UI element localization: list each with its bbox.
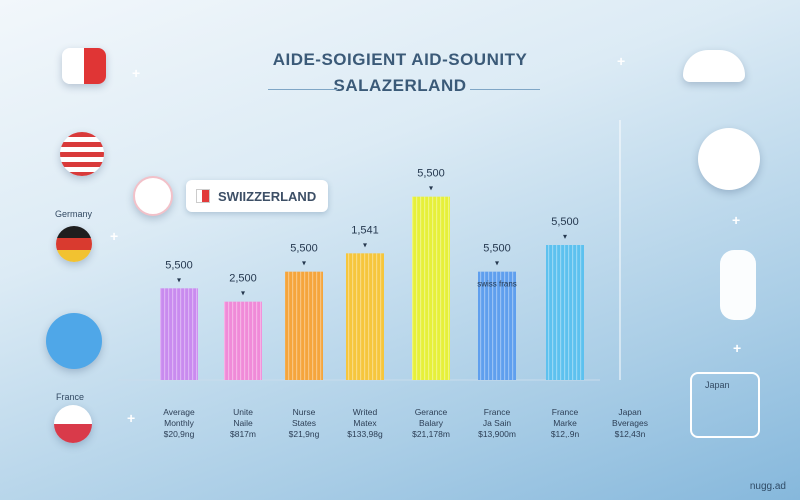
country-pill-label: SWIIZZERLAND — [218, 188, 317, 204]
japan-label: Japan — [705, 380, 730, 390]
value-marker: ▾ — [302, 259, 306, 268]
category-label: Writed — [353, 407, 378, 417]
category-label: $12,43n — [615, 429, 646, 439]
value-label: 2,500 — [229, 273, 257, 285]
category-label: Bverages — [612, 418, 648, 428]
bar-texture — [224, 301, 262, 380]
people-icon — [46, 313, 102, 369]
category-label: $20,9ng — [164, 429, 195, 439]
plus-icon: + — [732, 212, 741, 228]
value-label: 5,500 — [483, 243, 511, 255]
bar-texture — [346, 253, 384, 380]
bar-texture — [546, 245, 584, 380]
category-label: Naile — [233, 418, 253, 428]
value-marker: ▾ — [177, 275, 181, 284]
category-label: Gerance — [415, 407, 448, 417]
bar-texture — [285, 271, 323, 380]
title-rule-right — [470, 89, 540, 90]
plus-icon: + — [617, 53, 626, 69]
japan-map-icon — [690, 372, 760, 438]
category-label: $133,98g — [347, 429, 383, 439]
bar-texture — [160, 288, 198, 380]
category-label: Japan — [618, 407, 641, 417]
category-label: Matex — [353, 418, 377, 428]
value-label: 5,500 — [290, 243, 318, 255]
value-label: 5,500 — [165, 259, 193, 271]
france-label: France — [56, 392, 85, 402]
country-pill: SWIIZZERLAND — [186, 180, 328, 212]
plus-icon: + — [733, 340, 742, 356]
us-flag-icon — [60, 132, 104, 176]
category-label: Monthly — [164, 418, 195, 428]
category-label: $21,9ng — [289, 429, 320, 439]
german-flag-icon — [56, 226, 92, 262]
category-label: Balary — [419, 418, 444, 428]
red-cross-icon — [698, 128, 760, 190]
watermark: nugg.ad — [749, 481, 786, 492]
germany-label: Germany — [55, 209, 93, 219]
chart-title: AIDE-SOIGIENT AID-SOUNITY — [272, 50, 528, 69]
medical-badge-icon — [133, 176, 173, 216]
swiss-flag-icon — [62, 48, 106, 84]
bar-texture — [412, 196, 450, 380]
category-label: Average — [163, 407, 195, 417]
annotation-label: swiss frans — [477, 280, 517, 289]
gloves-icon — [720, 250, 756, 320]
chart-subtitle: SALAZERLAND — [333, 76, 467, 95]
swiss-flag-icon — [196, 189, 210, 203]
value-label: 1,541 — [351, 224, 379, 236]
category-label: $817m — [230, 429, 256, 439]
category-label: $13,900m — [478, 429, 516, 439]
plus-icon: + — [132, 65, 141, 81]
plus-icon: + — [127, 410, 136, 426]
flag-icon — [54, 405, 92, 443]
value-label: 5,500 — [417, 168, 445, 180]
value-marker: ▾ — [241, 289, 245, 298]
value-marker: ▾ — [429, 184, 433, 193]
category-label: $21,178m — [412, 429, 450, 439]
value-marker: ▾ — [563, 232, 567, 241]
value-label: 5,500 — [551, 216, 579, 228]
category-label: France — [484, 407, 511, 417]
category-label: Ja Sain — [483, 418, 512, 428]
bar-texture — [478, 271, 516, 380]
category-label: Unite — [233, 407, 253, 417]
category-label: States — [292, 418, 316, 428]
category-label: France — [552, 407, 579, 417]
value-marker: ▾ — [363, 240, 367, 249]
title-rule-left — [268, 89, 338, 90]
value-marker: ▾ — [495, 259, 499, 268]
category-label: $12,.9n — [551, 429, 580, 439]
category-label: Marke — [553, 418, 577, 428]
category-label: Nurse — [293, 407, 316, 417]
nurse-cap-icon — [683, 50, 745, 82]
plus-icon: + — [110, 228, 119, 244]
